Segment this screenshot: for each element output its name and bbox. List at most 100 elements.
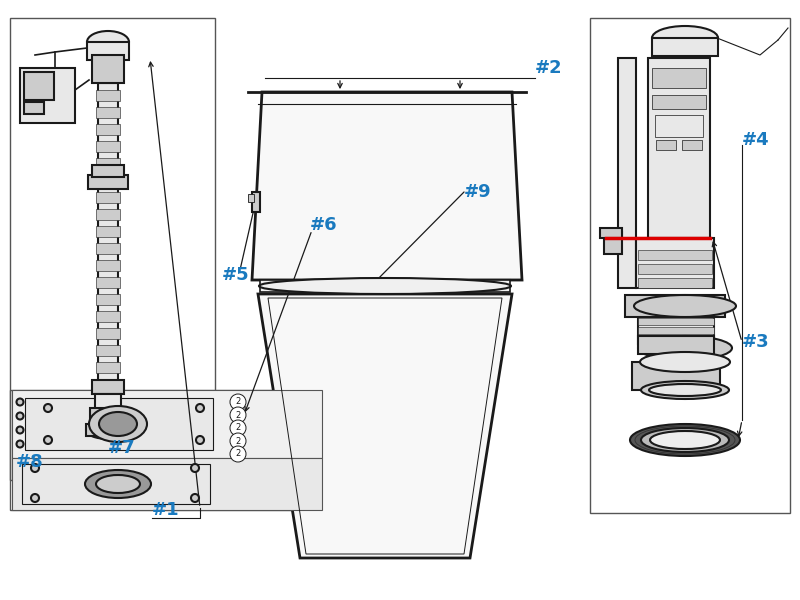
Bar (96, 175, 120, 186)
Ellipse shape (17, 440, 23, 448)
Bar (96, 328, 120, 339)
Bar (632, 362, 720, 390)
Ellipse shape (99, 412, 137, 436)
Bar (96, 311, 120, 322)
Circle shape (230, 420, 246, 436)
Bar (638, 278, 712, 288)
Bar (12, 458, 322, 510)
Ellipse shape (85, 470, 151, 498)
Bar (96, 345, 120, 356)
Ellipse shape (259, 278, 511, 294)
Bar (98, 83, 118, 403)
Bar (96, 260, 120, 271)
Bar (96, 209, 120, 220)
Bar (590, 18, 790, 513)
Bar (96, 192, 120, 203)
Ellipse shape (17, 398, 23, 406)
Bar (652, 68, 706, 88)
Ellipse shape (630, 424, 740, 456)
Bar (638, 264, 712, 274)
Bar (96, 141, 120, 152)
Text: #4: #4 (742, 131, 770, 149)
Text: 2: 2 (235, 449, 241, 458)
Bar (655, 115, 703, 137)
Bar (96, 124, 120, 135)
Text: #5: #5 (222, 266, 250, 284)
Ellipse shape (650, 431, 720, 449)
Text: #3: #3 (742, 333, 770, 351)
Circle shape (230, 446, 246, 462)
Ellipse shape (191, 464, 199, 472)
Ellipse shape (634, 295, 736, 317)
Text: #8: #8 (16, 453, 44, 471)
Bar (248, 194, 254, 202)
Text: 2: 2 (235, 410, 241, 419)
Circle shape (230, 394, 246, 410)
Bar (96, 107, 120, 118)
Bar (638, 250, 712, 260)
Ellipse shape (17, 413, 23, 419)
Text: #6: #6 (310, 216, 338, 234)
Bar (96, 226, 120, 237)
Ellipse shape (641, 428, 729, 452)
Bar (618, 58, 636, 288)
Bar (648, 58, 710, 238)
Polygon shape (252, 92, 522, 280)
Text: #1: #1 (152, 501, 180, 519)
Bar (96, 158, 120, 169)
Ellipse shape (17, 427, 23, 433)
Text: 2: 2 (235, 397, 241, 407)
Polygon shape (260, 280, 510, 292)
Ellipse shape (44, 404, 52, 412)
Bar (87, 42, 129, 60)
Bar (600, 228, 622, 238)
Bar (638, 336, 714, 354)
Bar (638, 316, 714, 344)
Text: #2: #2 (535, 59, 562, 77)
Bar (625, 295, 725, 317)
Ellipse shape (649, 384, 721, 396)
Bar (20, 68, 75, 123)
Circle shape (230, 433, 246, 449)
Bar (96, 90, 120, 101)
Text: 2: 2 (235, 424, 241, 433)
Ellipse shape (638, 336, 732, 360)
Bar (638, 318, 714, 325)
Text: 2: 2 (235, 437, 241, 445)
Bar (96, 362, 120, 373)
Ellipse shape (89, 406, 147, 442)
Bar (92, 380, 124, 394)
Text: #9: #9 (464, 183, 492, 201)
Bar (24, 72, 54, 100)
Ellipse shape (44, 436, 52, 444)
Bar (636, 238, 714, 288)
Bar (10, 390, 320, 510)
Ellipse shape (641, 381, 729, 399)
Bar (10, 18, 215, 480)
Bar (638, 336, 714, 343)
Circle shape (230, 407, 246, 423)
Bar (25, 398, 213, 450)
Bar (88, 175, 128, 189)
Ellipse shape (191, 494, 199, 502)
Bar (682, 140, 702, 150)
Text: #7: #7 (108, 439, 136, 457)
Bar (96, 379, 120, 390)
Bar (86, 424, 130, 436)
Bar (652, 95, 706, 109)
Bar (22, 464, 210, 504)
Ellipse shape (96, 475, 140, 493)
Bar (656, 140, 676, 150)
Ellipse shape (196, 404, 204, 412)
Bar (90, 408, 126, 424)
Ellipse shape (31, 494, 39, 502)
Bar (96, 294, 120, 305)
Ellipse shape (196, 436, 204, 444)
Polygon shape (258, 294, 512, 558)
Ellipse shape (86, 421, 130, 439)
Bar (96, 243, 120, 254)
Bar (604, 232, 622, 254)
Bar (12, 390, 322, 458)
Bar (24, 102, 44, 114)
Bar (652, 38, 718, 56)
